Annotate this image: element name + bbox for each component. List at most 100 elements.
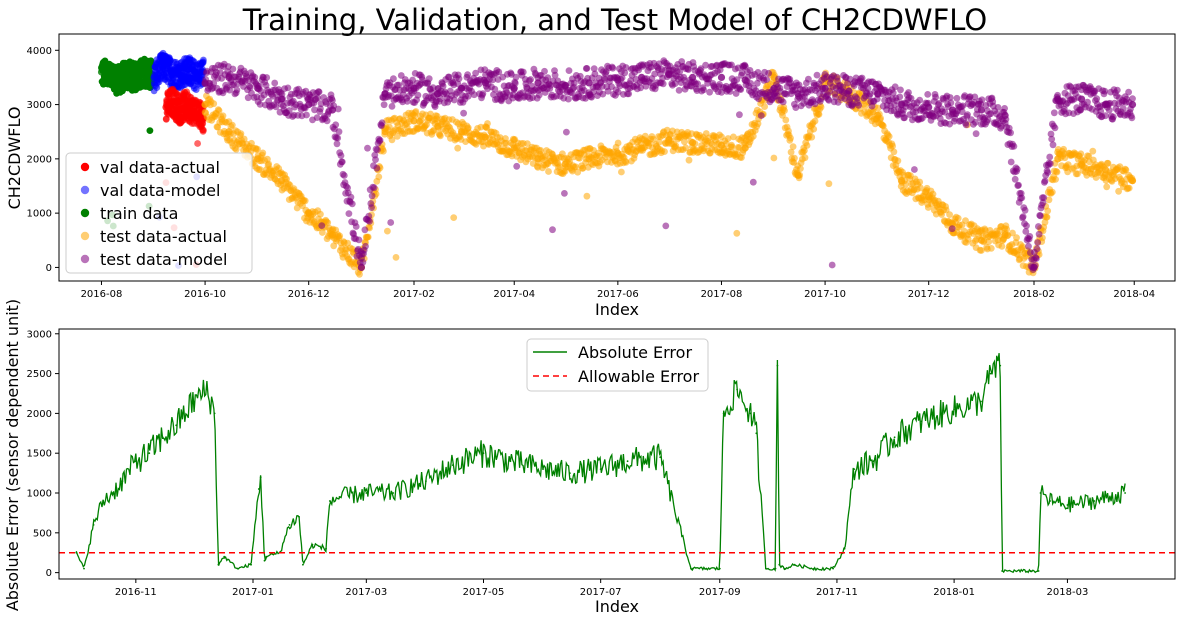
- data-point: [717, 141, 726, 149]
- legend-label: Allowable Error: [578, 367, 699, 386]
- scatter-point: [972, 130, 980, 138]
- y-tick-label: 0: [46, 263, 52, 274]
- data-point: [1124, 492, 1126, 494]
- scatter-point: [1011, 175, 1019, 183]
- scatter-point: [801, 154, 809, 162]
- scatter-point: [1128, 114, 1136, 122]
- scatter-point: [364, 233, 372, 241]
- scatter-point: [386, 123, 393, 131]
- data-point: [75, 551, 78, 554]
- data-point: [770, 84, 778, 92]
- scatter-point: [765, 69, 772, 77]
- scatter-point: [1033, 255, 1040, 262]
- data-point: [510, 144, 518, 152]
- data-point: [689, 139, 697, 147]
- scatter-point: [366, 218, 373, 225]
- data-point: [690, 567, 692, 570]
- scatter-point: [344, 184, 351, 192]
- x-tick-label: 2017-10: [804, 289, 846, 300]
- scatter-point: [1085, 152, 1093, 160]
- data-point: [534, 155, 542, 163]
- data-point: [1128, 101, 1137, 109]
- scatter-point: [372, 156, 379, 164]
- data-point: [989, 372, 992, 375]
- data-point: [410, 117, 418, 125]
- scatter-point: [1015, 181, 1022, 189]
- scatter-point: [590, 65, 598, 72]
- data-point: [614, 149, 622, 157]
- scatter-point: [614, 139, 622, 147]
- scatter-point: [340, 172, 348, 179]
- data-point: [1066, 504, 1069, 506]
- scatter-point: [947, 99, 955, 107]
- scatter-point: [1034, 239, 1042, 247]
- scatter-point: [622, 158, 630, 166]
- scatter-point: [263, 74, 271, 81]
- scatter-point: [1037, 212, 1044, 220]
- data-point: [201, 79, 209, 87]
- scatter-point: [215, 107, 223, 114]
- series-test-data-model: [201, 57, 1137, 273]
- bottom-legend: Absolute Error Allowable Error: [526, 338, 709, 392]
- scatter-point: [256, 101, 264, 108]
- scatter-point: [314, 94, 322, 102]
- data-point: [638, 73, 646, 81]
- scatter-point: [681, 138, 688, 146]
- data-point: [175, 424, 178, 427]
- x-tick-label: 2017-03: [345, 587, 387, 598]
- scatter-point: [301, 197, 309, 205]
- data-point: [111, 492, 114, 494]
- data-point: [845, 87, 853, 95]
- x-tick-label: 2018-03: [1047, 587, 1089, 598]
- data-point: [150, 73, 158, 81]
- y-tick-label: 500: [33, 528, 52, 539]
- scatter-point: [240, 135, 248, 143]
- scatter-point: [1044, 207, 1052, 215]
- data-point: [425, 480, 427, 482]
- data-point: [83, 567, 85, 570]
- scatter-point: [694, 80, 701, 88]
- data-point: [1101, 166, 1109, 174]
- scatter-point: [146, 127, 154, 134]
- legend-label: test data-model: [100, 250, 227, 269]
- legend-marker: [80, 254, 90, 264]
- data-point: [1030, 570, 1032, 572]
- scatter-point: [682, 144, 690, 152]
- data-point: [167, 68, 175, 76]
- scatter-point: [1089, 147, 1097, 155]
- data-point: [114, 76, 123, 84]
- scatter-point: [810, 125, 818, 133]
- data-point: [213, 412, 216, 415]
- scatter-point: [315, 88, 323, 96]
- scatter-point: [229, 65, 237, 73]
- legend-entry: val data-actual: [80, 158, 220, 177]
- scatter-point: [700, 86, 707, 94]
- scatter-point: [338, 158, 346, 166]
- data-point: [97, 68, 106, 76]
- scatter-point: [797, 165, 804, 173]
- data-point: [92, 524, 95, 526]
- scatter-point: [489, 76, 497, 84]
- data-point: [953, 408, 955, 411]
- scatter-point: [932, 93, 939, 101]
- scatter-point: [588, 93, 595, 101]
- y-tick-label: 1000: [27, 209, 52, 220]
- x-tick-label: 2017-01: [232, 587, 274, 598]
- bottom-x-axis-label: Index: [595, 597, 639, 616]
- scatter-point: [345, 210, 353, 218]
- data-point: [784, 567, 786, 570]
- scatter-point: [954, 214, 962, 222]
- scatter-point: [460, 109, 467, 117]
- scatter-point: [825, 180, 833, 188]
- scatter-point: [425, 75, 433, 83]
- scatter-point: [1102, 112, 1109, 120]
- data-point: [705, 567, 708, 570]
- scatter-point: [417, 116, 425, 124]
- x-tick-label: 2016-10: [184, 289, 226, 300]
- data-point: [325, 547, 327, 550]
- legend-entry: test data-model: [80, 250, 227, 269]
- scatter-point: [655, 138, 663, 146]
- data-point: [794, 90, 802, 98]
- scatter-point: [889, 142, 896, 150]
- scatter-point: [916, 96, 924, 104]
